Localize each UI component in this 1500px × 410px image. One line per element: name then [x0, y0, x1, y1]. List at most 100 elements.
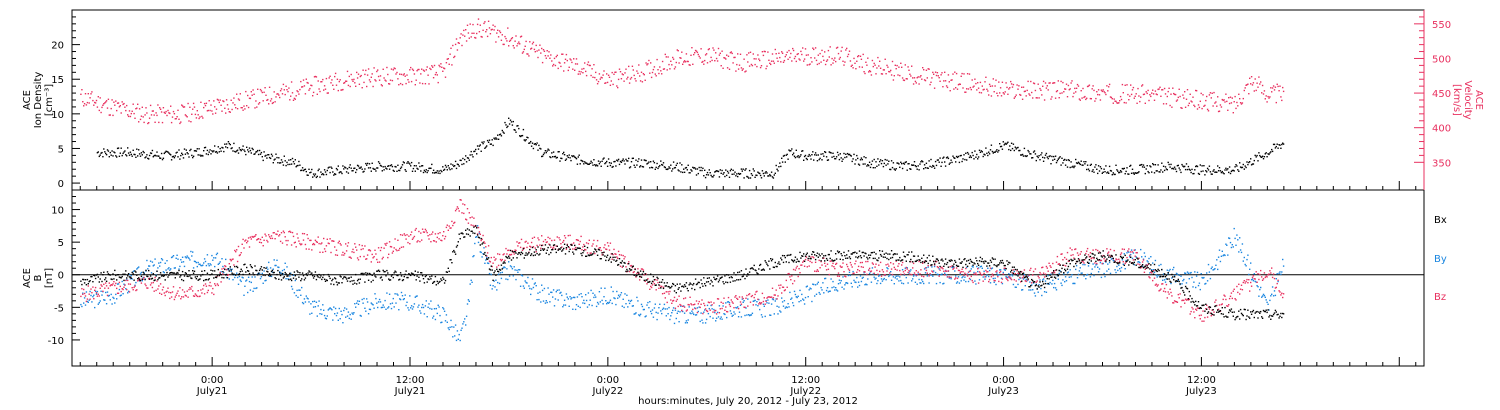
data-point-ion-density — [849, 154, 852, 157]
data-point-velocity — [1152, 89, 1154, 91]
data-point-ion-density — [737, 175, 739, 178]
data-point-velocity — [654, 73, 656, 75]
data-point-by — [134, 284, 136, 286]
data-point-by — [319, 313, 321, 315]
data-point-ion-density — [796, 156, 798, 158]
data-point-bz — [482, 234, 484, 237]
data-point-by — [570, 298, 572, 300]
data-point-velocity — [1059, 92, 1061, 95]
data-point-ion-density — [280, 159, 283, 161]
data-point-by — [152, 265, 154, 267]
data-point-ion-density — [1073, 166, 1075, 169]
data-point-ion-density — [279, 162, 281, 164]
data-point-ion-density — [1229, 172, 1232, 175]
data-point-velocity — [1229, 96, 1232, 98]
data-point-by — [321, 313, 323, 315]
data-point-velocity — [803, 60, 805, 62]
data-point-by — [170, 256, 173, 259]
data-point-velocity — [544, 55, 547, 57]
data-point-ion-density — [128, 154, 131, 156]
data-point-velocity — [914, 80, 917, 83]
data-point-ion-density — [718, 176, 721, 178]
data-point-ion-density — [1261, 155, 1264, 157]
data-point-by — [795, 296, 797, 298]
data-point-ion-density — [224, 143, 226, 145]
data-point-by — [225, 258, 227, 261]
data-point-ion-density — [196, 148, 198, 150]
data-point-by — [895, 275, 897, 277]
data-point-ion-density — [593, 159, 595, 161]
data-point-bz — [484, 242, 486, 244]
data-point-bz — [421, 228, 424, 230]
data-point-bz — [483, 241, 485, 243]
data-point-velocity — [1000, 95, 1003, 97]
data-point-velocity — [892, 79, 895, 81]
data-point-velocity — [1176, 99, 1179, 101]
data-point-ion-density — [206, 149, 209, 152]
data-point-velocity — [1175, 100, 1178, 102]
data-point-bz — [226, 274, 229, 276]
data-point-by — [683, 312, 686, 314]
data-point-ion-density — [752, 168, 754, 170]
data-point-by — [745, 307, 747, 309]
data-point-ion-density — [872, 167, 874, 169]
data-point-ion-density — [893, 168, 895, 170]
data-point-bz — [207, 289, 209, 292]
data-point-velocity — [968, 73, 971, 75]
data-point-by — [762, 303, 765, 305]
data-point-velocity — [170, 121, 173, 124]
data-point-by — [345, 308, 348, 310]
data-point-velocity — [980, 92, 983, 94]
data-point-velocity — [727, 55, 730, 57]
data-point-by — [1193, 281, 1195, 283]
data-point-by — [886, 267, 888, 269]
data-point-bz — [151, 286, 154, 289]
data-point-bz — [310, 239, 312, 242]
data-point-velocity — [154, 121, 156, 123]
data-point-ion-density — [199, 154, 201, 156]
data-point-ion-density — [1115, 164, 1117, 166]
data-point-by — [1033, 292, 1036, 294]
data-point-velocity — [96, 106, 99, 108]
data-point-by — [417, 306, 419, 308]
data-point-by — [1028, 289, 1030, 291]
data-point-by — [204, 260, 207, 263]
data-point-by — [482, 253, 484, 255]
data-point-by — [989, 282, 992, 284]
data-point-velocity — [716, 60, 719, 62]
data-point-bz — [673, 296, 676, 299]
data-point-ion-density — [385, 167, 387, 169]
data-point-by — [778, 306, 780, 308]
data-point-ion-density — [842, 158, 844, 160]
data-point-ion-density — [150, 152, 153, 155]
data-point-bz — [669, 290, 671, 293]
data-point-by — [701, 319, 703, 321]
data-point-bz — [461, 212, 463, 214]
data-point-velocity — [444, 76, 447, 78]
data-point-velocity — [1116, 102, 1118, 104]
data-point-by — [1190, 271, 1192, 274]
data-point-ion-density — [422, 171, 425, 174]
data-point-by — [1072, 282, 1074, 285]
data-point-ion-density — [885, 164, 887, 166]
data-point-by — [171, 256, 174, 258]
data-point-velocity — [878, 65, 880, 67]
data-point-by — [1119, 270, 1122, 272]
data-point-bz — [470, 224, 472, 226]
data-point-velocity — [178, 118, 180, 120]
data-point-by — [653, 307, 656, 309]
data-point-by — [351, 312, 353, 314]
data-point-by — [525, 281, 527, 284]
data-point-by — [1046, 283, 1048, 285]
data-point-velocity — [924, 79, 927, 82]
data-point-ion-density — [1111, 174, 1113, 176]
data-point-velocity — [381, 85, 383, 87]
data-point-by — [915, 275, 917, 277]
data-point-by — [874, 278, 876, 280]
data-point-velocity — [916, 77, 918, 79]
data-point-velocity — [192, 108, 194, 110]
data-point-velocity — [236, 108, 239, 110]
data-point-ion-density — [216, 152, 219, 154]
data-point-ion-density — [935, 164, 938, 167]
data-point-ion-density — [1011, 147, 1014, 150]
